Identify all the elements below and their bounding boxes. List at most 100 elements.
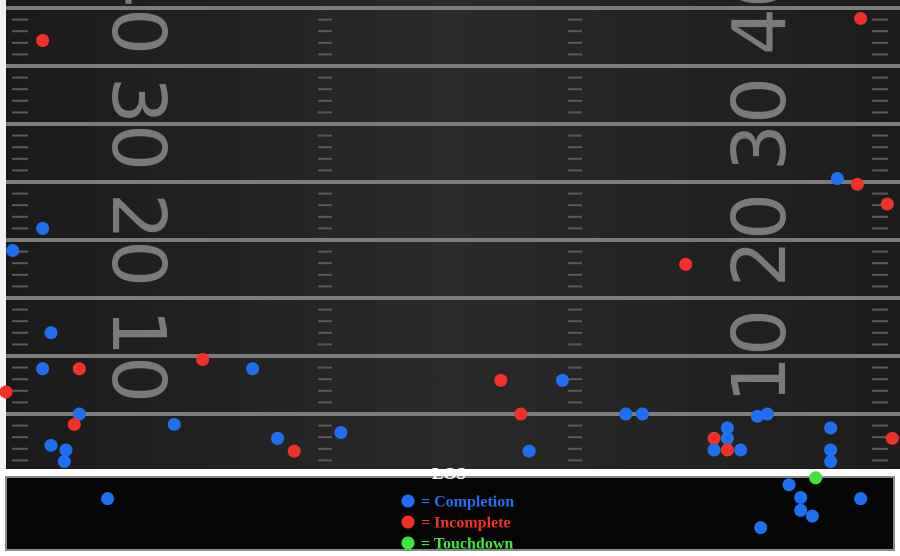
hash-mark (318, 99, 332, 102)
pass-point-incomplete (850, 177, 864, 191)
hash-mark (568, 157, 582, 160)
hash-mark (12, 331, 28, 334)
pass-point-completion (707, 443, 721, 457)
hash-mark (568, 53, 582, 56)
hash-mark (12, 378, 28, 381)
hash-mark (12, 76, 28, 79)
hash-mark (568, 262, 582, 265)
pass-point-incomplete (0, 385, 13, 399)
pass-point-completion (824, 443, 838, 457)
yard-number-right: 10 (717, 309, 803, 403)
yard-lines (6, 6, 900, 416)
hash-mark (12, 215, 28, 218)
hash-mark (568, 88, 582, 91)
hash-mark (568, 389, 582, 392)
pass-point-completion (59, 443, 73, 457)
hash-mark (872, 53, 888, 56)
hash-mark (568, 41, 582, 44)
hash-mark (872, 30, 888, 33)
pass-point-incomplete (885, 431, 899, 445)
pass-point-completion (750, 409, 764, 423)
legend-marker-completion (401, 494, 415, 508)
hash-mark (318, 424, 332, 427)
yard-line (6, 180, 900, 184)
hash-mark (568, 76, 582, 79)
pass-point-incomplete (854, 11, 868, 25)
legend-marker-touchdown (401, 536, 415, 550)
hash-mark (12, 250, 28, 253)
hash-mark (12, 389, 28, 392)
yard-number-right: 30 (717, 77, 803, 171)
hash-mark (318, 157, 332, 160)
hash-mark (568, 320, 582, 323)
hash-mark (568, 366, 582, 369)
hash-mark (12, 88, 28, 91)
hash-mark (12, 18, 28, 21)
hash-mark (872, 99, 888, 102)
hash-mark (872, 204, 888, 207)
pass-point-incomplete (494, 373, 508, 387)
pass-point-completion (635, 407, 649, 421)
hash-mark (318, 343, 332, 346)
hash-mark (318, 378, 332, 381)
pass-point-completion (555, 373, 569, 387)
hash-mark (872, 146, 888, 149)
pass-point-completion (72, 407, 86, 421)
hash-mark (872, 76, 888, 79)
pass-points (0, 11, 899, 535)
pass-point-completion (246, 362, 260, 376)
hash-mark (568, 204, 582, 207)
pass-point-completion (824, 421, 838, 435)
hash-mark (12, 53, 28, 56)
legend-marker-incomplete (401, 515, 415, 529)
hash-mark (318, 459, 332, 462)
hash-mark (318, 262, 332, 265)
hash-mark (12, 285, 28, 288)
hash-mark (568, 331, 582, 334)
hash-mark (318, 250, 332, 253)
hash-mark (12, 262, 28, 265)
yard-number-right: 40 (717, 0, 803, 55)
hash-mark (872, 250, 888, 253)
pass-point-incomplete (72, 362, 86, 376)
pass-point-completion (36, 221, 50, 235)
hash-mark (12, 424, 28, 427)
backfield-area (5, 476, 895, 551)
yard-line (6, 354, 900, 358)
hash-mark (872, 378, 888, 381)
hash-mark (568, 169, 582, 172)
field-left-border (0, 0, 6, 472)
legend-label-incomplete: = Incomplete (421, 515, 511, 532)
hash-mark (872, 169, 888, 172)
hash-mark (568, 343, 582, 346)
hash-mark (872, 459, 888, 462)
hash-mark (318, 308, 332, 311)
hash-mark (568, 250, 582, 253)
hash-mark (872, 366, 888, 369)
hash-mark (872, 401, 888, 404)
hash-mark (318, 53, 332, 56)
hash-mark (12, 308, 28, 311)
hash-mark (318, 320, 332, 323)
hash-mark (568, 308, 582, 311)
hash-mark (872, 436, 888, 439)
hash-mark (872, 447, 888, 450)
hash-mark (12, 30, 28, 33)
hash-mark (872, 41, 888, 44)
hash-mark (872, 111, 888, 114)
hash-mark (872, 134, 888, 137)
pass-point-completion (734, 443, 748, 457)
hash-mark (568, 436, 582, 439)
pass-point-completion (6, 243, 20, 257)
yard-numbers: 10 10 20 20 30 30 40 40 (95, 0, 803, 403)
pass-point-completion (522, 444, 536, 458)
hash-mark (12, 169, 28, 172)
pass-point-completion (619, 407, 633, 421)
hash-mark (568, 378, 582, 381)
pass-point-completion (36, 362, 50, 376)
yard-line (6, 412, 900, 416)
pass-point-completion (167, 417, 181, 431)
hash-mark (872, 192, 888, 195)
pass-point-incomplete (679, 257, 693, 271)
